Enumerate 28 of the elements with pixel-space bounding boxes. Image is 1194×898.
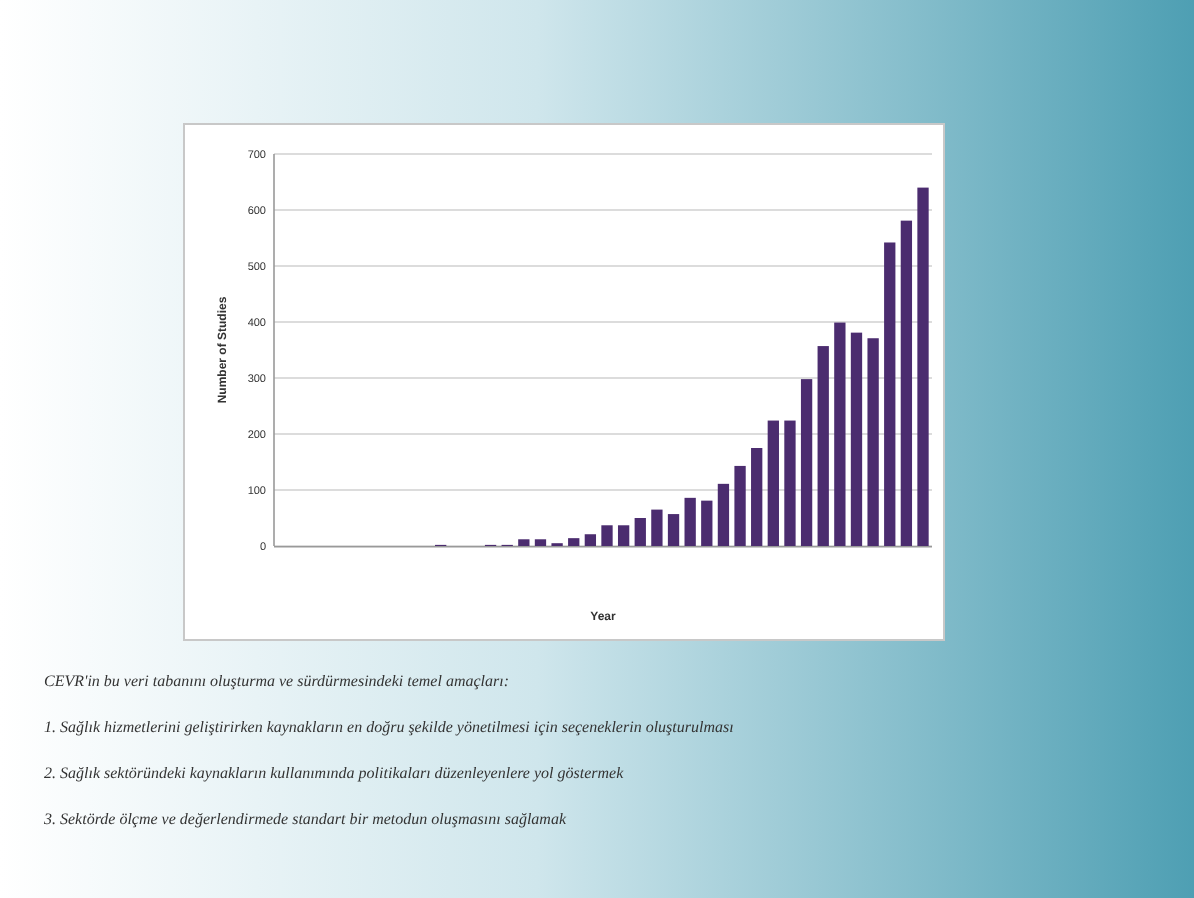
bar — [867, 338, 879, 546]
text: 1. Sağlık hizmetlerini geliştirirken kaynakların en doğru şekilde yönetilmesi için seçeneklerin oluşturulması — [44, 718, 734, 736]
bar — [601, 525, 613, 546]
bar — [584, 534, 597, 546]
bar — [784, 420, 796, 546]
bar — [850, 332, 863, 546]
bar — [667, 514, 680, 546]
bar — [717, 483, 730, 546]
bar — [734, 465, 746, 546]
bar — [884, 242, 896, 546]
bar — [568, 538, 580, 546]
bar — [518, 539, 530, 546]
bar — [917, 187, 929, 546]
bar — [634, 518, 646, 546]
text: 2. Sağlık sektöründeki kaynakların kullanımında politikaları düzenleyenlere yol göstermek — [44, 764, 625, 782]
bar — [534, 539, 547, 546]
bar — [684, 497, 696, 546]
bar — [617, 525, 630, 546]
text: CEVR'in bu veri tabanını oluşturma ve sürdürmesindeki temel amaçları: — [44, 672, 510, 690]
bar — [834, 322, 846, 546]
bar — [701, 500, 713, 546]
bar — [800, 379, 813, 546]
text: 3. Sektörde ölçme ve değerlendirmede standart bir metodun oluşmasını sağlamak — [42, 810, 567, 828]
bar — [751, 448, 763, 546]
bar — [767, 420, 779, 546]
bar — [817, 346, 829, 546]
bar — [900, 220, 913, 546]
bar — [651, 509, 663, 546]
